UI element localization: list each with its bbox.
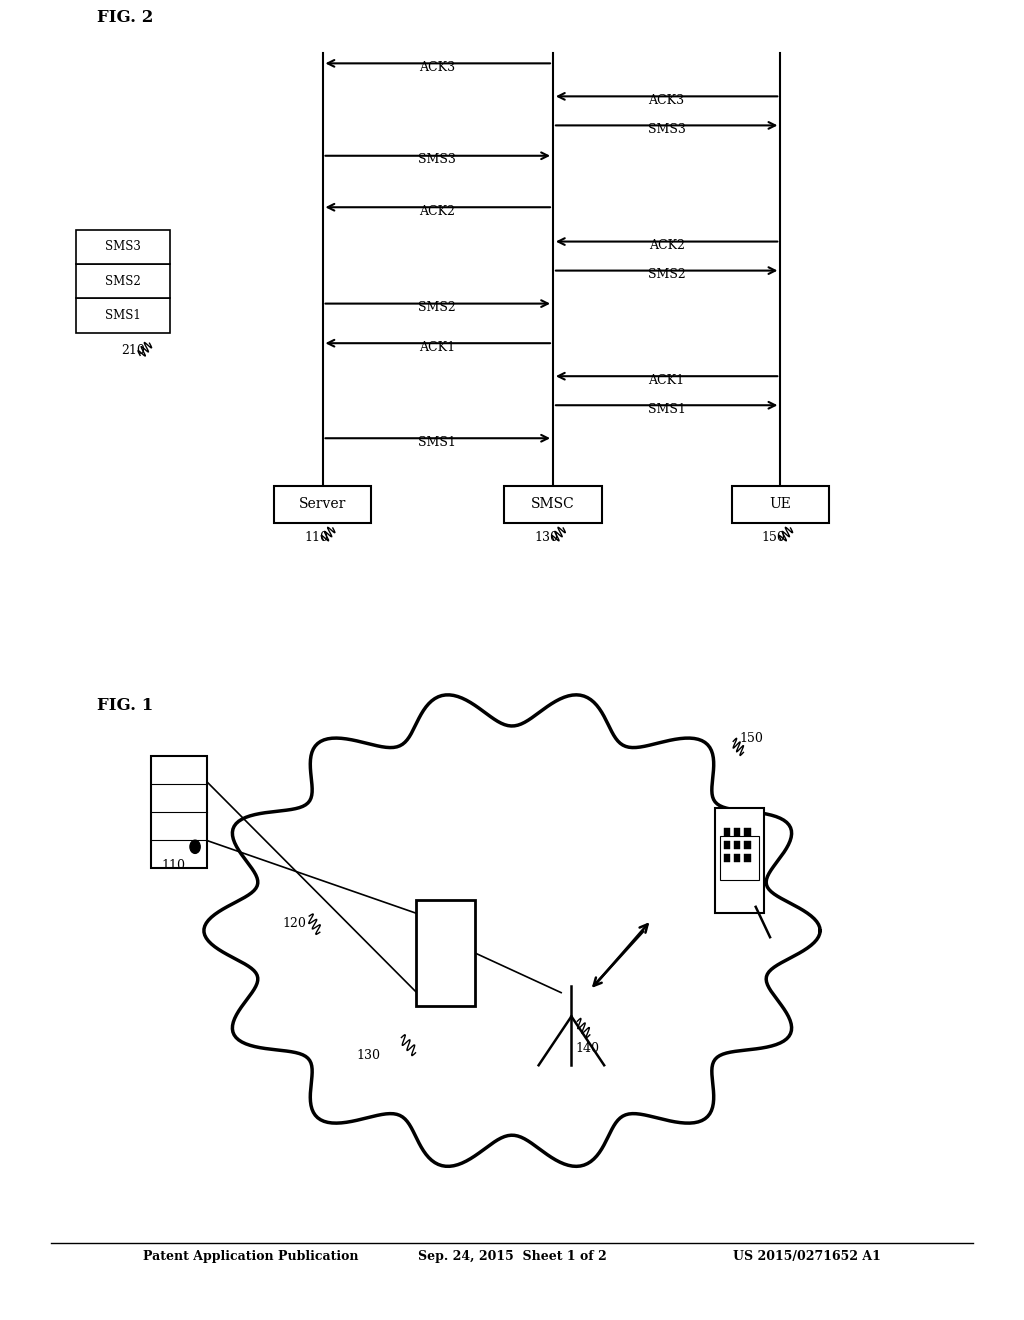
Bar (734, 854, 740, 862)
Circle shape (189, 840, 201, 854)
Text: Patent Application Publication: Patent Application Publication (143, 1250, 358, 1263)
Text: SMS2: SMS2 (419, 301, 456, 314)
Text: 120: 120 (283, 916, 306, 929)
Bar (744, 854, 751, 862)
Text: SMS2: SMS2 (648, 268, 685, 281)
Bar (744, 841, 751, 849)
Text: FIG. 2: FIG. 2 (97, 9, 154, 26)
Bar (724, 854, 730, 862)
Text: SMS3: SMS3 (648, 123, 685, 136)
Polygon shape (204, 694, 820, 1167)
Text: SMSC: SMSC (531, 498, 574, 511)
Text: ACK2: ACK2 (648, 239, 685, 252)
Text: SMS1: SMS1 (419, 436, 456, 449)
Bar (720, 836, 759, 880)
Bar (76, 264, 170, 298)
Text: FIG. 1: FIG. 1 (97, 697, 154, 714)
Bar (152, 755, 207, 869)
Text: SMS1: SMS1 (648, 403, 685, 416)
Bar (724, 841, 730, 849)
Text: 210: 210 (121, 343, 144, 356)
Text: 140: 140 (575, 1041, 599, 1055)
Text: ACK1: ACK1 (648, 374, 685, 387)
Text: ACK2: ACK2 (419, 205, 456, 218)
Text: 150: 150 (739, 731, 763, 744)
Text: SMS2: SMS2 (105, 275, 140, 288)
Bar (274, 486, 372, 523)
Bar (724, 828, 730, 836)
Bar (731, 486, 829, 523)
Text: 130: 130 (535, 531, 558, 544)
Text: ACK3: ACK3 (419, 61, 456, 74)
Text: 130: 130 (356, 1048, 380, 1061)
Bar (416, 900, 475, 1006)
Bar (734, 828, 740, 836)
Text: Server: Server (299, 498, 346, 511)
Bar (76, 230, 170, 264)
Bar (744, 828, 751, 836)
Text: ACK1: ACK1 (419, 341, 456, 354)
Text: SMS1: SMS1 (105, 309, 140, 322)
Text: ACK3: ACK3 (648, 94, 685, 107)
Bar (715, 808, 764, 913)
Bar (505, 486, 602, 523)
Text: SMS3: SMS3 (419, 153, 456, 166)
Text: US 2015/0271652 A1: US 2015/0271652 A1 (733, 1250, 881, 1263)
Text: 150: 150 (762, 531, 785, 544)
Text: SMS3: SMS3 (104, 240, 141, 253)
Text: 110: 110 (162, 858, 185, 871)
Text: 110: 110 (304, 531, 328, 544)
Bar (734, 841, 740, 849)
Text: UE: UE (769, 498, 792, 511)
Bar (76, 298, 170, 333)
Text: Sep. 24, 2015  Sheet 1 of 2: Sep. 24, 2015 Sheet 1 of 2 (418, 1250, 606, 1263)
